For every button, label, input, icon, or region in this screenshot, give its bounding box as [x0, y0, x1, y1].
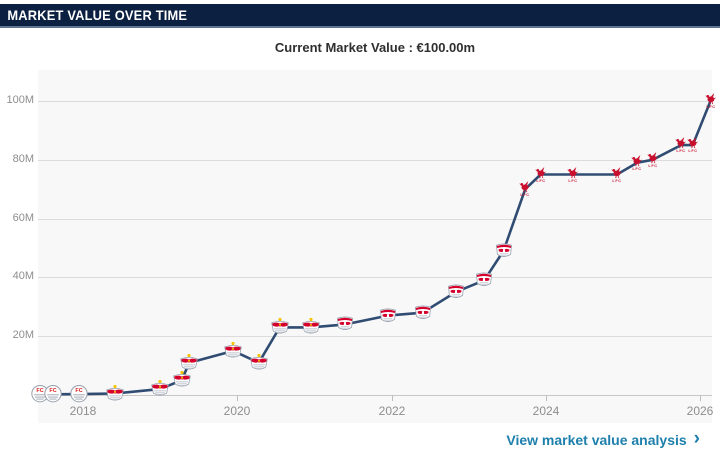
x-axis-label: 2022: [378, 404, 406, 418]
liverpool-fc-liver-bird-icon: LFC: [686, 137, 698, 153]
red-bull-salzburg-crest-icon: [180, 353, 199, 370]
x-axis-label: 2020: [223, 404, 251, 418]
market-value-point[interactable]: FC: [70, 385, 88, 403]
market-value-point[interactable]: LFC: [518, 180, 533, 197]
fc-liefering-crest-icon: FC: [44, 385, 63, 403]
market-value-point[interactable]: LFC: [610, 166, 625, 183]
svg-text:FC: FC: [75, 388, 82, 394]
gridline: [38, 277, 712, 278]
market-value-point[interactable]: [447, 283, 465, 301]
liverpool-fc-liver-bird-icon: LFC: [630, 154, 643, 171]
y-axis-label: 20M: [12, 329, 34, 341]
red-bull-salzburg-crest-icon: [106, 384, 124, 401]
red-bull-salzburg-crest-icon: [224, 341, 243, 358]
liverpool-fc-liver-bird-icon: LFC: [674, 137, 687, 153]
x-axis-tick: [237, 395, 238, 401]
market-value-point[interactable]: LFC: [630, 154, 645, 171]
svg-text:LFC: LFC: [706, 105, 715, 109]
fc-liefering-crest-icon: FC: [70, 385, 88, 403]
market-value-point[interactable]: FC: [44, 385, 63, 403]
gridline: [38, 160, 712, 161]
svg-text:LFC: LFC: [521, 193, 530, 197]
red-bull-salzburg-crest-icon: [301, 318, 320, 334]
rb-leipzig-crest-icon: [414, 305, 431, 319]
market-value-point[interactable]: [379, 306, 397, 324]
rb-leipzig-crest-icon: [337, 316, 354, 331]
x-axis-label: 2024: [532, 404, 560, 418]
market-value-point[interactable]: [249, 353, 268, 371]
section-header: MARKET VALUE OVER TIME: [0, 4, 720, 28]
market-value-point[interactable]: [336, 315, 354, 333]
y-axis-label: 100M: [6, 94, 34, 106]
liverpool-fc-liver-bird-icon: LFC: [704, 92, 716, 109]
market-value-point[interactable]: [414, 303, 432, 321]
market-value-point[interactable]: LFC: [566, 166, 581, 183]
red-bull-salzburg-crest-icon: [151, 379, 169, 396]
svg-text:LFC: LFC: [568, 179, 577, 183]
svg-text:FC: FC: [37, 389, 44, 395]
market-value-point[interactable]: [180, 353, 199, 371]
current-market-value-text: Current Market Value : €100.00m: [274, 40, 476, 55]
market-value-point[interactable]: LFC: [674, 136, 689, 153]
rb-leipzig-crest-icon: [379, 308, 396, 322]
market-value-point[interactable]: [106, 384, 125, 402]
liverpool-fc-liver-bird-icon: LFC: [646, 151, 658, 168]
liverpool-fc-liver-bird-icon: LFC: [534, 166, 546, 183]
x-axis-label: 2018: [69, 404, 97, 418]
section-title: MARKET VALUE OVER TIME: [7, 7, 188, 23]
svg-text:LFC: LFC: [677, 149, 686, 153]
market-value-line: [38, 99, 712, 396]
market-value-chart[interactable]: 100M 80M 60M 40M 20M 2018 2020 2022 2024 2026 FC …: [0, 0, 720, 430]
market-value-point[interactable]: FC: [31, 385, 49, 403]
chevron-right-icon: ›: [693, 428, 700, 449]
svg-text:LFC: LFC: [688, 149, 697, 153]
gridline: [38, 101, 712, 102]
market-value-point[interactable]: LFC: [645, 151, 660, 168]
y-axis-label: 60M: [12, 212, 34, 224]
view-analysis-label: View market value analysis: [506, 432, 687, 448]
svg-text:LFC: LFC: [633, 167, 642, 171]
rb-leipzig-crest-icon: [447, 284, 464, 299]
y-axis-label: 40M: [12, 270, 34, 282]
x-axis-tick: [546, 395, 547, 401]
svg-text:LFC: LFC: [612, 179, 621, 183]
market-value-point[interactable]: [301, 318, 320, 336]
y-axis-label: 80M: [12, 153, 34, 165]
red-bull-salzburg-crest-icon: [270, 318, 289, 334]
market-value-point[interactable]: LFC: [685, 136, 700, 153]
x-axis-baseline: [38, 395, 712, 396]
plot-background: [38, 70, 712, 423]
x-axis-tick: [700, 395, 701, 401]
red-bull-salzburg-crest-icon: [172, 371, 191, 387]
svg-text:LFC: LFC: [536, 179, 545, 183]
liverpool-fc-liver-bird-icon: LFC: [519, 181, 531, 197]
gridline: [38, 336, 712, 337]
market-value-point[interactable]: [151, 379, 170, 398]
rb-leipzig-crest-icon: [495, 243, 512, 257]
view-analysis-link[interactable]: View market value analysis ›: [506, 428, 700, 449]
x-axis-tick: [392, 395, 393, 401]
market-value-point[interactable]: [475, 271, 493, 289]
rb-leipzig-crest-icon: [476, 272, 493, 287]
x-axis-label: 2026: [686, 404, 714, 418]
market-value-point[interactable]: [495, 242, 513, 260]
market-value-point[interactable]: [172, 371, 191, 389]
liverpool-fc-liver-bird-icon: LFC: [566, 166, 579, 183]
market-value-point[interactable]: [224, 341, 243, 360]
liverpool-fc-liver-bird-icon: LFC: [610, 166, 623, 183]
market-value-point[interactable]: LFC: [703, 92, 718, 109]
fc-liefering-crest-icon: FC: [31, 385, 49, 403]
svg-text:LFC: LFC: [648, 164, 657, 168]
svg-text:FC: FC: [50, 389, 57, 395]
market-value-point[interactable]: [270, 318, 289, 336]
gridline: [38, 219, 712, 220]
red-bull-salzburg-crest-icon: [250, 353, 268, 370]
market-value-point[interactable]: LFC: [533, 166, 548, 183]
